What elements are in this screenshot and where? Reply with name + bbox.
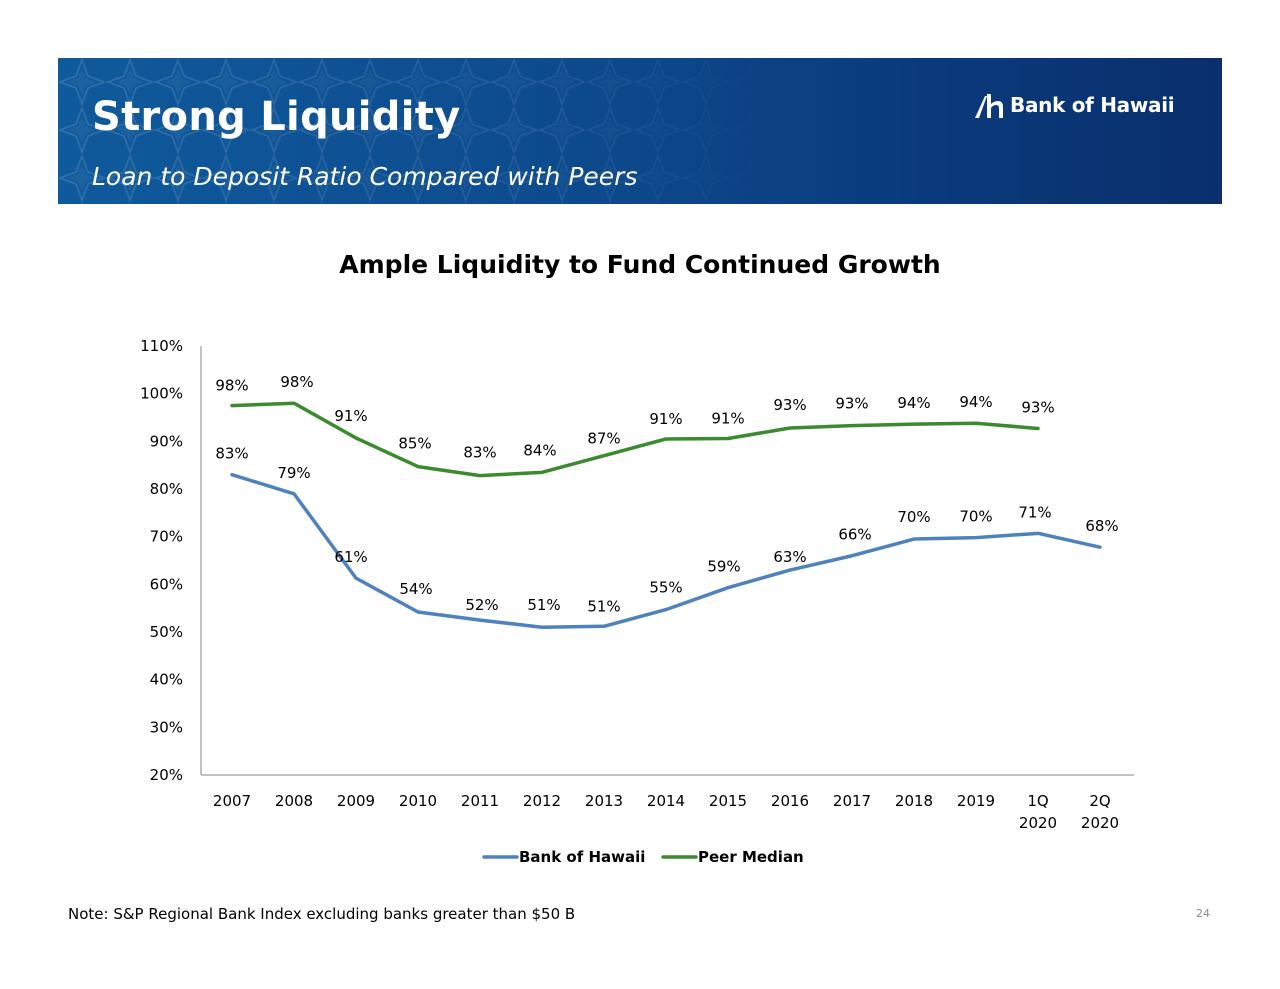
y-tick-label: 70% — [150, 528, 183, 546]
data-label: 70% — [959, 508, 992, 526]
x-tick-label: 1Q — [1027, 792, 1048, 810]
series-line-bank-of-hawaii — [230, 472, 1102, 629]
footnote: Note: S&P Regional Bank Index excluding … — [68, 905, 576, 923]
data-label: 93% — [835, 395, 868, 413]
data-label: 55% — [649, 579, 682, 597]
data-label: 59% — [707, 558, 740, 576]
y-tick-label: 30% — [150, 718, 183, 736]
legend-label-peer-median: Peer Median — [698, 848, 804, 866]
x-tick-label: 2020 — [1081, 814, 1119, 832]
x-tick-label: 2012 — [523, 792, 561, 810]
data-label: 51% — [587, 597, 620, 615]
data-label: 87% — [587, 430, 620, 448]
bank-logo: Bank of Hawaii — [972, 88, 1175, 122]
data-label: 51% — [527, 596, 560, 614]
data-label: 54% — [399, 580, 432, 598]
x-tick-label: 2019 — [957, 792, 995, 810]
data-label: 70% — [897, 508, 930, 526]
y-tick-label: 60% — [150, 575, 183, 593]
data-label: 98% — [215, 377, 248, 395]
data-label: 83% — [463, 444, 496, 462]
y-tick-label: 90% — [150, 432, 183, 450]
logo-text: Bank of Hawaii — [1010, 93, 1175, 117]
data-label: 94% — [897, 394, 930, 412]
data-label: 85% — [398, 435, 431, 453]
x-tick-label: 2009 — [337, 792, 375, 810]
data-label: 61% — [334, 548, 367, 566]
y-tick-label: 20% — [150, 766, 183, 784]
header-banner: Strong Liquidity Loan to Deposit Ratio C… — [58, 58, 1222, 204]
data-label: 91% — [649, 410, 682, 428]
data-label: 91% — [711, 409, 744, 427]
x-tick-label: 2011 — [461, 792, 499, 810]
logo-mark-icon — [975, 94, 1003, 118]
x-tick-label: 2014 — [647, 792, 685, 810]
data-label: 83% — [215, 445, 248, 463]
data-label: 71% — [1018, 503, 1051, 521]
x-tick-label: 2Q — [1089, 792, 1110, 810]
y-tick-label: 80% — [150, 480, 183, 498]
data-label: 93% — [773, 396, 806, 414]
legend-label-bank-of-hawaii: Bank of Hawaii — [519, 848, 645, 866]
y-tick-label: 50% — [150, 623, 183, 641]
data-label: 52% — [465, 596, 498, 614]
data-label: 84% — [523, 441, 556, 459]
data-label: 91% — [334, 407, 367, 425]
page-subtitle: Loan to Deposit Ratio Compared with Peer… — [92, 162, 638, 191]
data-label: 63% — [773, 548, 806, 566]
x-tick-label: 2018 — [895, 792, 933, 810]
y-tick-label: 100% — [140, 385, 183, 403]
data-label: 68% — [1085, 517, 1118, 535]
x-tick-label: 2013 — [585, 792, 623, 810]
chart-title: Ample Liquidity to Fund Continued Growth — [339, 250, 941, 279]
y-tick-label: 40% — [150, 671, 183, 689]
x-tick-label: 2007 — [213, 792, 251, 810]
x-tick-label: 2015 — [709, 792, 747, 810]
x-tick-label: 2008 — [275, 792, 313, 810]
series-line-peer-median — [230, 401, 1040, 478]
x-tick-label: 2020 — [1019, 814, 1057, 832]
data-label: 94% — [959, 393, 992, 411]
data-label: 93% — [1021, 398, 1054, 416]
data-label: 79% — [277, 464, 310, 482]
banner-pattern-decoration — [58, 58, 778, 204]
page-title: Strong Liquidity — [92, 94, 461, 140]
data-label: 66% — [838, 526, 871, 544]
x-tick-label: 2016 — [771, 792, 809, 810]
y-tick-label: 110% — [140, 337, 183, 355]
x-tick-label: 2010 — [399, 792, 437, 810]
page-number: 24 — [1196, 907, 1210, 920]
data-label: 98% — [280, 373, 313, 391]
x-tick-label: 2017 — [833, 792, 871, 810]
